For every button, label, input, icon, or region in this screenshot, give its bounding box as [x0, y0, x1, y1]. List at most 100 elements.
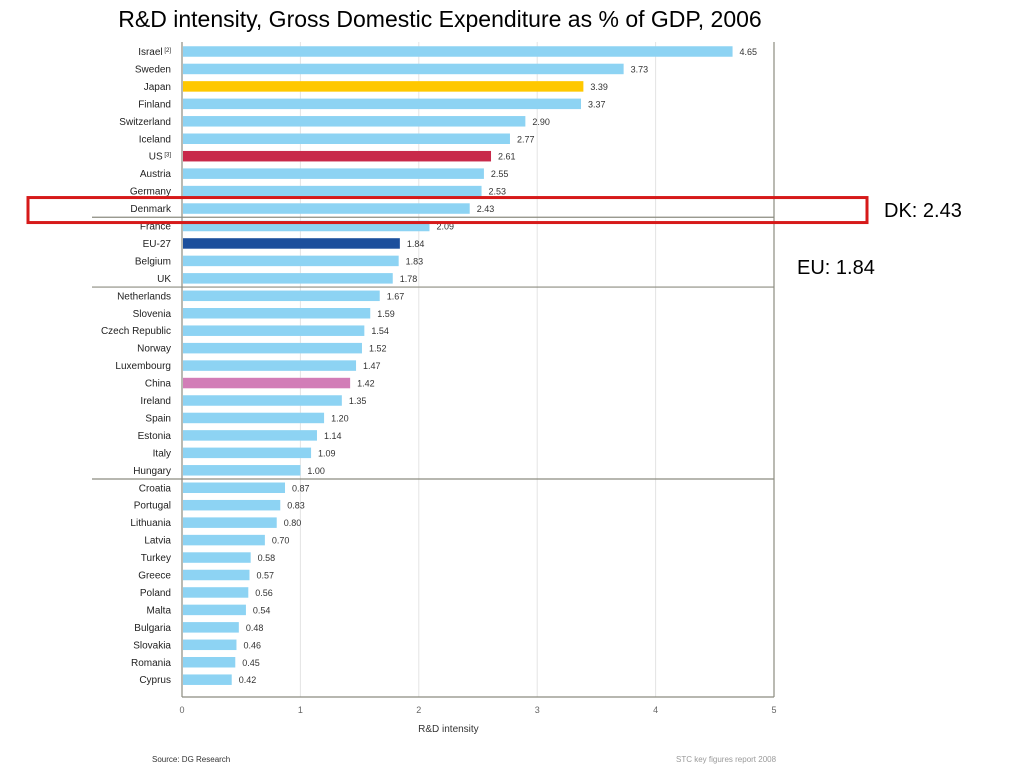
value-label: 1.14 — [324, 431, 342, 441]
category-label: Lithuania — [130, 518, 171, 529]
bar-estonia — [183, 430, 317, 441]
value-label: 4.65 — [740, 47, 758, 57]
x-tick-label: 5 — [771, 705, 776, 715]
category-label: Japan — [144, 82, 171, 93]
value-label: 0.57 — [256, 571, 274, 581]
value-label: 2.61 — [498, 152, 516, 162]
value-label: 1.83 — [406, 256, 424, 266]
category-label: Iceland — [139, 134, 171, 145]
x-tick-label: 1 — [298, 705, 303, 715]
category-label: Belgium — [135, 256, 171, 267]
bar-cyprus — [183, 674, 232, 685]
bar-denmark — [183, 203, 470, 214]
bar-us — [183, 150, 492, 162]
category-label: US [3] — [149, 152, 172, 163]
value-label: 3.73 — [631, 64, 649, 74]
value-label: 3.39 — [590, 82, 608, 92]
report-note: STC key figures report 2008 — [676, 755, 777, 764]
bar-israel — [183, 46, 733, 57]
bar-portugal — [183, 499, 281, 511]
bar-france — [183, 220, 430, 232]
category-label: Spain — [145, 413, 171, 424]
bar-italy — [183, 447, 312, 459]
source-note: Source: DG Research — [152, 755, 231, 764]
bar-poland — [183, 587, 249, 598]
bar-sweden — [183, 63, 624, 75]
value-label: 1.78 — [400, 274, 418, 284]
x-axis-title: R&D intensity — [418, 724, 479, 735]
category-label: Netherlands — [117, 291, 171, 302]
value-label: 1.47 — [363, 361, 381, 371]
value-label: 1.00 — [307, 466, 325, 476]
category-label: Turkey — [141, 553, 171, 564]
bar-germany — [183, 185, 482, 197]
x-tick-label: 0 — [179, 705, 184, 715]
category-label: Cyprus — [139, 675, 171, 686]
bar-czech-republic — [183, 325, 365, 336]
bar-switzerland — [183, 116, 526, 127]
bar-slovenia — [183, 308, 371, 319]
footnote-mark: [2] — [163, 48, 172, 54]
value-labels: 4.65 3.73 3.39 3.37 2.90 2.772.61 2.55 2.53 2.43… — [239, 47, 757, 685]
category-label: EU-27 — [143, 239, 172, 250]
bar-lithuania — [183, 517, 277, 528]
category-label: Ireland — [140, 396, 171, 407]
bar-romania — [183, 657, 236, 668]
bar-iceland — [183, 133, 510, 144]
value-label: 2.43 — [477, 204, 495, 214]
bar-eu-27 — [183, 238, 400, 249]
value-label: 1.42 — [357, 379, 375, 389]
category-label: Norway — [137, 344, 171, 355]
category-label: Bulgaria — [134, 623, 171, 634]
x-tick-label: 4 — [653, 705, 658, 715]
bar-latvia — [183, 534, 265, 546]
value-label: 3.37 — [588, 99, 606, 109]
category-label: Romania — [131, 658, 171, 669]
group-separators — [92, 216, 774, 480]
bar-greece — [183, 569, 250, 581]
dk-callout: DK: 2.43 — [884, 200, 962, 222]
bar-austria — [183, 168, 484, 179]
bar-croatia — [183, 482, 286, 493]
category-label: Austria — [140, 169, 172, 180]
value-label: 0.58 — [258, 553, 276, 563]
bar-hungary — [183, 465, 301, 476]
x-tick-label: 2 — [416, 705, 421, 715]
category-label: Israel [2] — [138, 47, 171, 58]
category-label: Slovakia — [133, 640, 171, 651]
value-label: 0.56 — [255, 588, 273, 598]
denmark-highlight-box — [26, 196, 869, 225]
value-label: 0.83 — [287, 501, 305, 511]
category-label: Switzerland — [119, 117, 171, 128]
category-label: UK — [157, 274, 171, 285]
value-label: 0.42 — [239, 675, 257, 685]
value-label: 2.55 — [491, 169, 509, 179]
x-tick-label: 3 — [535, 705, 540, 715]
category-label: Czech Republic — [101, 326, 171, 337]
value-label: 1.52 — [369, 344, 387, 354]
bar-turkey — [183, 552, 251, 563]
value-label: 2.53 — [489, 187, 507, 197]
bar-finland — [183, 98, 582, 110]
category-label: Poland — [140, 588, 171, 599]
value-label: 2.90 — [532, 117, 550, 127]
bar-layer — [183, 46, 733, 685]
category-label: Germany — [130, 187, 171, 198]
bar-spain — [183, 412, 325, 424]
value-label: 0.46 — [243, 640, 261, 650]
bar-netherlands — [183, 290, 380, 302]
bar-ireland — [183, 395, 342, 406]
value-label: 1.20 — [331, 413, 349, 423]
category-label: China — [145, 379, 172, 390]
value-label: 1.59 — [377, 309, 395, 319]
category-label: Denmark — [130, 204, 172, 215]
value-label: 1.84 — [407, 239, 425, 249]
value-label: 0.45 — [242, 658, 260, 668]
slide-title: R&D intensity, Gross Domestic Expenditur… — [118, 6, 762, 32]
category-label: Finland — [138, 99, 171, 110]
value-label: 1.35 — [349, 396, 367, 406]
bar-bulgaria — [183, 622, 239, 633]
category-label: Portugal — [134, 501, 171, 512]
bar-uk — [183, 273, 393, 284]
